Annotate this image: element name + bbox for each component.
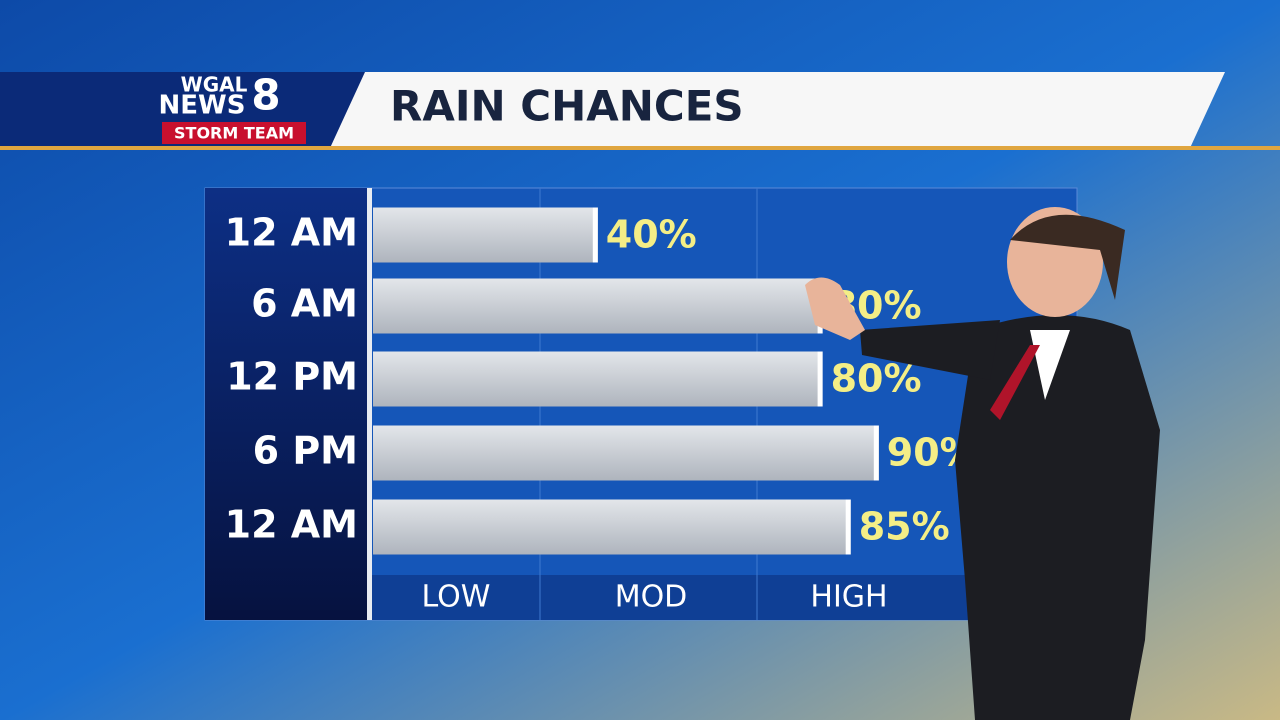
banner-stripe [0, 146, 1280, 150]
y-tick-label: 12 PM [226, 355, 358, 399]
bar [373, 499, 851, 555]
label-column [205, 188, 367, 620]
y-tick-label: 12 AM [225, 211, 358, 255]
band-label: MOD [615, 580, 688, 615]
title-banner [330, 72, 1225, 148]
team-badge [162, 122, 306, 144]
bar [373, 351, 823, 407]
bar-cap [592, 207, 598, 263]
axis-line [367, 188, 372, 620]
news: NEWS [159, 91, 246, 121]
bar-cap [873, 425, 879, 481]
presenter [805, 207, 1160, 720]
value-label: 85% [859, 505, 950, 549]
band-label: LOW [422, 580, 491, 615]
channel: 8 [251, 71, 280, 120]
band-strip [372, 575, 1077, 620]
team: STORM TEAM [174, 124, 294, 143]
value-label: 80% [831, 357, 922, 401]
value-label: 40% [606, 213, 697, 257]
bar [373, 278, 823, 334]
bar-cap [845, 499, 851, 555]
bar [373, 207, 598, 263]
y-tick-label: 12 AM [225, 503, 358, 547]
y-tick-label: 6 PM [253, 429, 358, 473]
y-tick-label: 6 AM [251, 282, 358, 326]
chart-title: RAIN CHANCES [390, 82, 744, 131]
band-label: HIGH [810, 580, 887, 615]
bar [373, 425, 879, 481]
station: WGAL [181, 73, 248, 97]
bar-cap [817, 351, 823, 407]
